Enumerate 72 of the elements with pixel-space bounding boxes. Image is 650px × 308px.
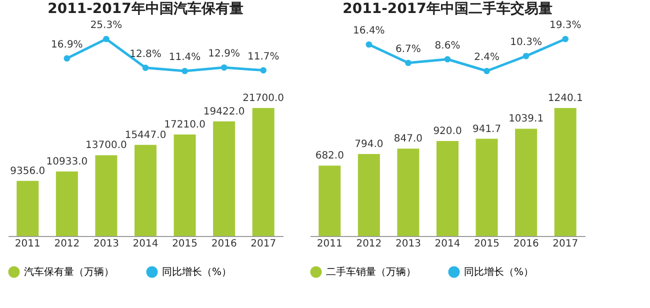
data-label: 8.6% bbox=[434, 40, 460, 52]
data-label: 13700.0 bbox=[86, 140, 127, 152]
x-tick-label: 2015 bbox=[172, 238, 198, 250]
point bbox=[220, 64, 228, 71]
x-tick-label: 2013 bbox=[395, 238, 421, 250]
point bbox=[522, 52, 530, 60]
bar bbox=[318, 166, 341, 236]
legend-label: 汽车保有量（万辆） bbox=[24, 266, 114, 278]
data-label: 920.0 bbox=[433, 126, 462, 138]
data-label: 25.3% bbox=[90, 20, 122, 31]
bar bbox=[358, 154, 380, 236]
point bbox=[142, 64, 149, 71]
point bbox=[366, 41, 372, 48]
point bbox=[182, 68, 188, 74]
bar bbox=[252, 108, 274, 236]
data-label: 17210.0 bbox=[164, 119, 206, 130]
data-label: 794.0 bbox=[354, 139, 384, 150]
x-tick-label: 2014 bbox=[434, 238, 460, 250]
x-tick-label: 2017 bbox=[552, 238, 578, 250]
data-label: 1039.1 bbox=[508, 114, 544, 125]
x-tick-label: 2015 bbox=[474, 238, 500, 250]
bar bbox=[436, 141, 458, 236]
point bbox=[405, 60, 412, 66]
data-label: 10.3% bbox=[510, 37, 542, 48]
data-label: 9356.0 bbox=[10, 166, 46, 177]
chart-title: 2011-2017年中国二手车交易量 bbox=[342, 0, 552, 17]
data-label: 6.7% bbox=[396, 44, 421, 55]
data-label: 12.8% bbox=[130, 48, 162, 60]
bar bbox=[515, 128, 538, 236]
data-label: 1240.1 bbox=[548, 93, 583, 104]
point bbox=[64, 55, 70, 62]
bar bbox=[397, 148, 420, 236]
x-tick-label: 2017 bbox=[250, 238, 276, 250]
data-label: 21700.0 bbox=[242, 93, 284, 104]
data-label: 2.4% bbox=[474, 52, 500, 63]
data-label: 941.7 bbox=[472, 124, 502, 135]
data-label: 682.0 bbox=[315, 150, 344, 162]
point bbox=[444, 56, 451, 62]
bar bbox=[95, 155, 118, 236]
x-tick-label: 2012 bbox=[54, 238, 80, 250]
data-label: 11.7% bbox=[247, 51, 280, 62]
data-label: 10933.0 bbox=[46, 156, 88, 168]
point bbox=[103, 36, 110, 42]
bar bbox=[476, 138, 498, 236]
legend-label: 二手车销量（万辆） bbox=[326, 266, 416, 278]
x-tick-label: 2011 bbox=[316, 238, 342, 250]
data-label: 19422.0 bbox=[203, 106, 245, 118]
point bbox=[484, 68, 490, 74]
point bbox=[562, 36, 569, 42]
bar bbox=[174, 134, 196, 236]
x-tick-label: 2016 bbox=[211, 238, 237, 250]
bar bbox=[134, 144, 156, 236]
data-label: 19.3% bbox=[549, 20, 582, 31]
data-label: 12.9% bbox=[208, 48, 240, 60]
chart-title: 2011-2017年中国汽车保有量 bbox=[48, 0, 244, 17]
x-tick-label: 2016 bbox=[513, 238, 539, 250]
bar bbox=[56, 172, 78, 236]
data-label: 11.4% bbox=[168, 52, 201, 63]
legend-label: 同比增长（%） bbox=[162, 266, 232, 278]
x-tick-label: 2014 bbox=[132, 238, 158, 250]
bar bbox=[213, 121, 236, 236]
point bbox=[260, 67, 267, 74]
data-label: 15447.0 bbox=[124, 130, 166, 141]
data-label: 16.4% bbox=[353, 25, 385, 36]
legend-label: 同比增长（%） bbox=[464, 266, 534, 278]
x-tick-label: 2013 bbox=[93, 238, 119, 250]
x-tick-label: 2012 bbox=[356, 238, 382, 250]
x-tick-label: 2011 bbox=[14, 238, 40, 250]
data-label: 16.9% bbox=[51, 39, 83, 50]
data-label: 847.0 bbox=[394, 134, 423, 145]
bar bbox=[554, 108, 576, 236]
bar bbox=[16, 180, 39, 236]
